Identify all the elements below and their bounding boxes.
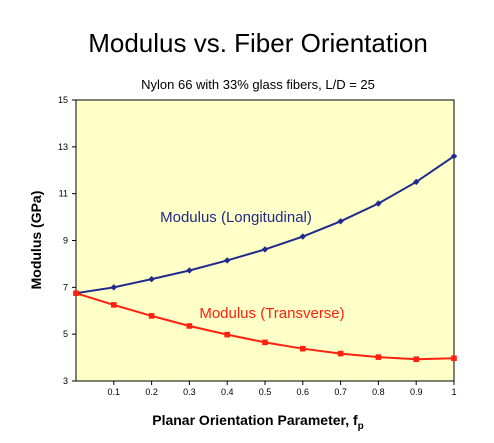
plot-area [75,99,455,382]
y-tick-label: 13 [58,142,68,152]
x-tick-label: 0.4 [221,387,234,397]
data-point-0 [148,275,155,283]
x-tick-label: 0.3 [183,387,196,397]
x-tick-label: 0.5 [259,387,272,397]
y-tick-label: 3 [63,376,68,386]
data-point-0 [261,246,269,253]
data-point-0 [337,218,344,225]
data-point-0 [299,233,306,240]
y-tick-label: 5 [63,329,68,339]
data-point-0 [110,284,117,291]
y-axis-label: Modulus (GPa) [28,191,44,290]
data-point-0 [450,153,458,160]
data-point-0 [186,267,193,274]
y-tick-label: 11 [59,189,68,199]
data-point-0 [413,178,420,186]
x-tick-label: 0.2 [145,387,158,397]
annotation-transverse: Modulus (Transverse) [199,305,344,322]
x-axis-label: Planar Orientation Parameter, fp [152,412,364,432]
data-point-1 [73,290,79,296]
x-tick-label: 0.7 [334,387,347,397]
data-point-0 [224,257,231,264]
x-tick-label: 0.9 [410,387,423,397]
y-tick-label: 9 [63,236,68,246]
annotation-longitudinal: Modulus (Longitudinal) [160,209,312,226]
data-point-1 [224,331,230,338]
x-tick-label: 0.8 [372,387,385,397]
data-point-1 [375,354,382,360]
x-tick-label: 1 [451,387,456,397]
x-axis-label-main: Planar Orientation Parameter, f [152,412,358,428]
data-point-1 [451,355,457,362]
data-point-1 [111,302,117,308]
data-point-1 [186,323,193,329]
data-point-1 [148,313,155,319]
x-axis: 0.1 0.2 0.3 0.4 0.5 0.6 0.7 0.8 0.9 1 [108,381,457,397]
data-point-0 [375,200,382,207]
chart-subtitle: Nylon 66 with 33% glass fibers, L/D = 25 [141,77,375,92]
data-point-1 [413,356,419,363]
chart-title: Modulus vs. Fiber Orientation [88,28,428,58]
y-axis: 3 5 7 9 11 13 15 [58,95,76,386]
x-tick-label: 0.1 [108,387,121,397]
y-tick-label: 15 [58,95,68,105]
x-axis-label-subscript: p [358,421,364,432]
data-point-1 [262,339,268,346]
series-layer [72,153,458,363]
x-tick-label: 0.6 [297,387,310,397]
y-tick-label: 7 [63,282,68,292]
data-point-1 [300,345,306,352]
data-point-1 [337,350,344,357]
